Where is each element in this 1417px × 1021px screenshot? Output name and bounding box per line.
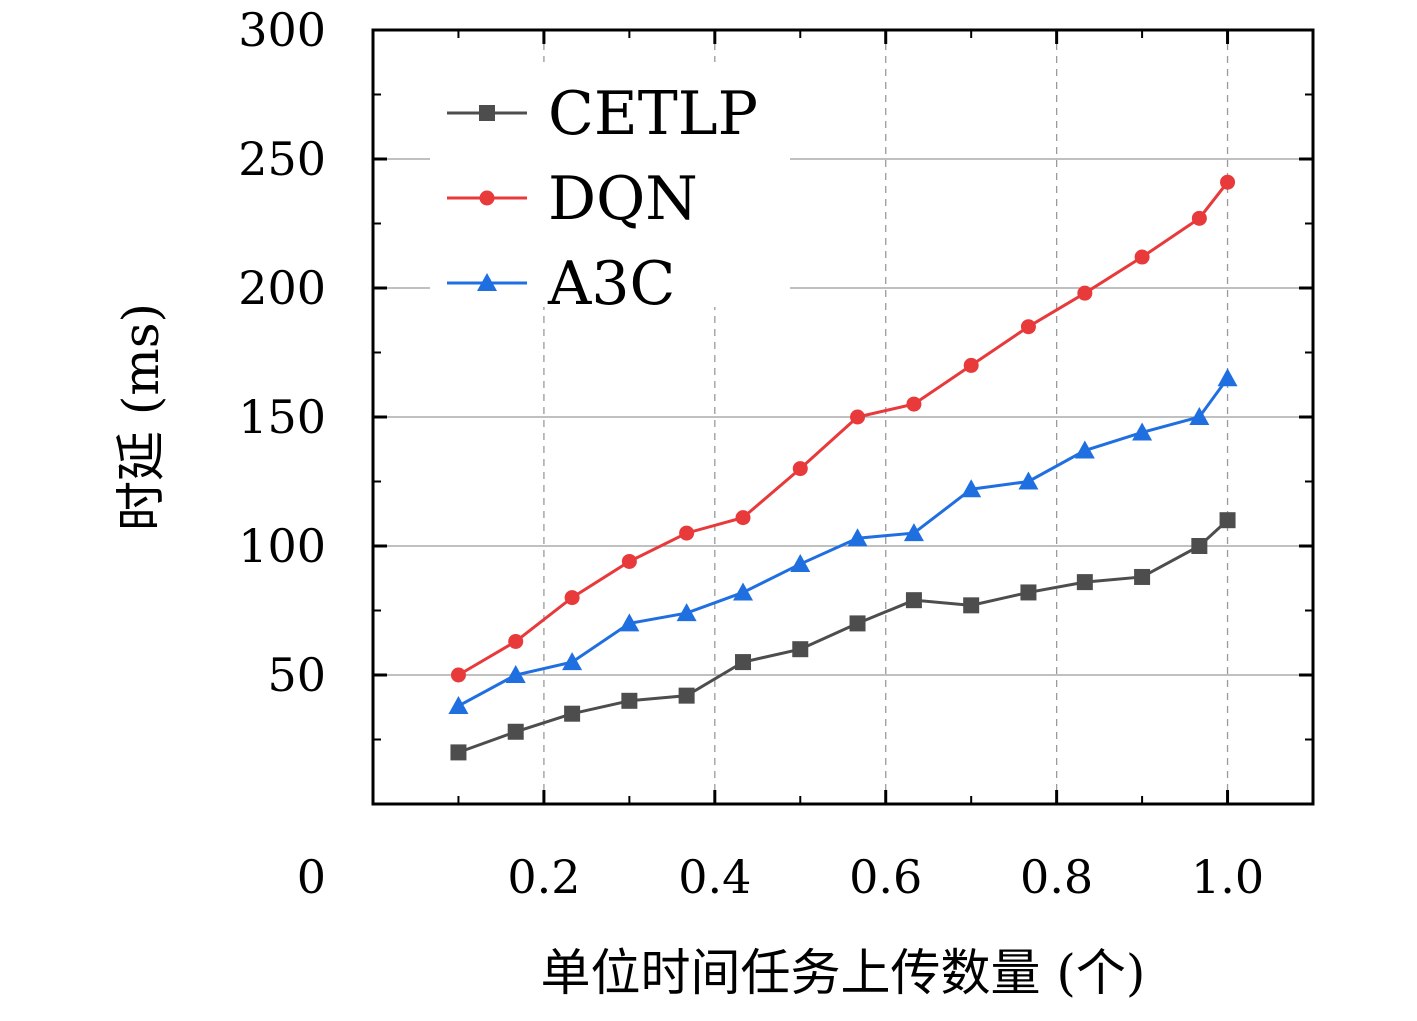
data-point — [564, 590, 580, 606]
data-point — [961, 479, 982, 498]
data-point — [733, 582, 754, 601]
data-point — [505, 665, 526, 683]
legend-label: CETLP — [548, 79, 758, 149]
legend-item-cetlp: CETLP — [447, 79, 758, 149]
y-axis-title: 时延 (ms) — [112, 303, 170, 531]
y-tick-label: 50 — [267, 648, 326, 702]
legend-marker — [479, 190, 495, 206]
data-point — [1189, 407, 1210, 425]
data-point — [792, 641, 809, 658]
data-point — [1077, 285, 1093, 301]
data-point — [507, 723, 524, 740]
y-tick-label: 250 — [238, 132, 326, 186]
data-point — [621, 553, 637, 569]
x-tick-label: 1.0 — [1191, 850, 1264, 904]
data-point — [1076, 574, 1093, 591]
series-cetlp — [450, 512, 1236, 761]
data-point — [1134, 568, 1151, 585]
data-point — [1191, 538, 1208, 554]
data-point — [792, 461, 808, 477]
data-point — [508, 633, 524, 649]
data-point — [735, 510, 751, 526]
data-point — [450, 667, 466, 683]
data-point — [790, 554, 811, 573]
data-point — [679, 525, 695, 541]
series-dqn — [450, 174, 1236, 683]
origin-label: 0 — [297, 850, 326, 904]
data-point — [448, 695, 469, 714]
legend-item-a3c: A3C — [447, 249, 675, 319]
data-point — [450, 744, 467, 761]
data-point — [564, 705, 581, 722]
data-point — [906, 396, 922, 412]
legend-item-dqn: DQN — [447, 164, 698, 234]
data-point — [735, 654, 752, 671]
data-point — [847, 528, 868, 547]
x-tick-label: 0.2 — [507, 850, 580, 904]
y-tick-label: 300 — [238, 3, 326, 57]
data-point — [678, 687, 695, 704]
legend-marker — [479, 105, 495, 121]
y-tick-label: 200 — [238, 261, 326, 315]
legend: CETLP DQN A3C — [430, 62, 790, 319]
data-point — [676, 603, 697, 622]
data-point — [1018, 471, 1039, 490]
y-tick-label: 150 — [238, 390, 326, 444]
data-point — [1219, 512, 1236, 529]
legend-box — [430, 62, 790, 307]
data-point — [1020, 584, 1037, 601]
y-tick-label: 100 — [238, 519, 326, 573]
data-point — [963, 597, 980, 614]
x-axis-title: 单位时间任务上传数量 (个) — [541, 944, 1146, 1002]
axis-ticks — [373, 28, 1314, 804]
x-tick-label: 0.4 — [678, 850, 751, 904]
data-point — [903, 523, 924, 542]
data-point — [963, 357, 979, 373]
series-layer — [448, 174, 1238, 761]
data-point — [849, 615, 866, 632]
x-tick-label: 0.6 — [849, 850, 922, 904]
legend-label: DQN — [548, 164, 698, 234]
data-point — [850, 409, 866, 425]
data-point — [1217, 368, 1238, 387]
series-a3c — [448, 368, 1238, 714]
data-point — [1134, 249, 1150, 265]
data-point — [562, 652, 583, 671]
tick-labels: 50 100 150 200 250 300 0.2 0.4 0.6 0.8 1.0 0 — [238, 3, 1264, 904]
data-point — [1020, 319, 1036, 335]
data-point — [1191, 210, 1207, 226]
data-point — [1132, 422, 1153, 441]
data-point — [1220, 174, 1236, 190]
data-point — [621, 692, 638, 709]
data-point — [619, 613, 640, 632]
x-tick-label: 0.8 — [1020, 850, 1093, 904]
data-point — [905, 592, 922, 609]
legend-label: A3C — [547, 249, 675, 319]
data-point — [1074, 440, 1095, 459]
legend-marker — [477, 273, 497, 291]
